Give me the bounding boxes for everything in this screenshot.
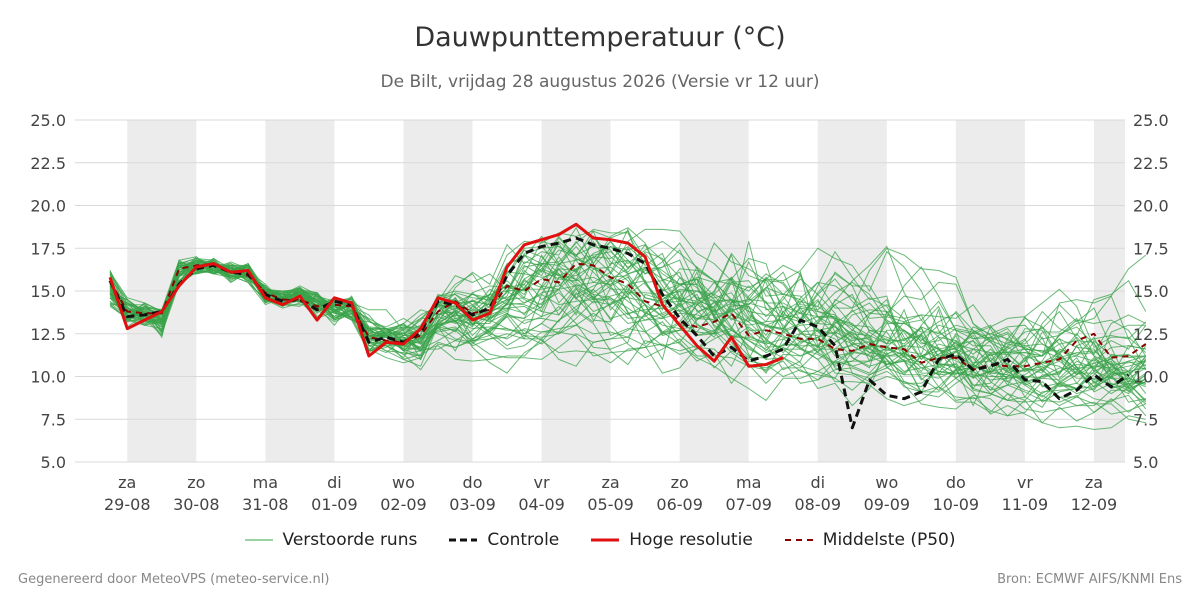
y-tick-label-right: 10.0 [1133, 368, 1169, 387]
legend-swatch-control [449, 538, 478, 542]
x-tick-day: di [810, 473, 825, 492]
legend-label-median: Middelste (P50) [822, 530, 956, 550]
x-tick-day: wo [392, 473, 415, 492]
ensemble-member-line [109, 263, 1147, 367]
x-tick-date: 29-08 [104, 495, 151, 514]
chart-subtitle: De Bilt, vrijdag 28 augustus 2026 (Versi… [380, 72, 820, 92]
x-tick-date: 03-09 [449, 495, 496, 514]
legend-item-highres: Hoge resolutie [591, 530, 753, 550]
ensemble-member-line [109, 264, 1146, 431]
y-tick-label-right: 12.5 [1133, 325, 1169, 344]
legend-swatch-highres [591, 538, 620, 542]
x-tick-day: do [946, 473, 966, 492]
x-tick-day: di [327, 473, 342, 492]
x-tick-date: 10-09 [933, 495, 980, 514]
x-tick-day: ma [253, 473, 278, 492]
x-tick-date: 12-09 [1071, 495, 1118, 514]
legend-swatch-median [784, 539, 813, 541]
ensemble-member-line [109, 264, 1146, 369]
y-tick-label-left: 20.0 [30, 197, 66, 216]
x-tick-date: 01-09 [311, 495, 358, 514]
y-tick-label-left: 15.0 [30, 282, 66, 301]
x-tick-date: 04-09 [518, 495, 565, 514]
x-tick-date: 30-08 [173, 495, 220, 514]
y-tick-label-left: 5.0 [41, 453, 66, 472]
x-tick-date: 11-09 [1002, 495, 1049, 514]
x-tick-day: vr [534, 473, 550, 492]
x-tick-day: za [1085, 473, 1103, 492]
x-tick-day: za [602, 473, 620, 492]
main-lines [108, 222, 1147, 430]
y-axis-right: 5.0 7.5 10.0 12.5 15.0 17.5 20.0 22.5 25.0 [1133, 111, 1169, 472]
y-tick-label-right: 22.5 [1133, 154, 1169, 173]
y-tick-label-left: 17.5 [30, 239, 66, 258]
ensemble-member-line [109, 259, 1146, 415]
x-tick-date: 08-09 [795, 495, 842, 514]
x-tick-day: zo [671, 473, 689, 492]
y-axis-left: 5.0 7.5 10.0 12.5 15.0 17.5 20.0 22.5 25.0 [30, 111, 66, 472]
legend-item-median: Middelste (P50) [784, 530, 956, 550]
x-tick-day: do [463, 473, 483, 492]
x-tick-day: ma [736, 473, 761, 492]
y-tick-label-left: 12.5 [30, 325, 66, 344]
x-tick-day: za [118, 473, 136, 492]
x-tick-day: zo [187, 473, 205, 492]
y-tick-label-right: 17.5 [1133, 239, 1169, 258]
legend-label-control: Controle [487, 530, 560, 550]
legend-item-control: Controle [449, 530, 559, 550]
y-tick-label-left: 25.0 [30, 111, 66, 130]
y-tick-label-left: 10.0 [30, 368, 66, 387]
chart-title: Dauwpunttemperatuur (°C) [414, 22, 786, 53]
legend-swatch-perturbed [244, 539, 273, 541]
x-tick-date: 06-09 [656, 495, 703, 514]
y-tick-label-left: 22.5 [30, 154, 66, 173]
legend-label-highres: Hoge resolutie [629, 530, 753, 550]
y-tick-label-right: 15.0 [1133, 282, 1169, 301]
y-tick-label-right: 7.5 [1133, 410, 1158, 429]
footer-credit: Gegenereerd door MeteoVPS (meteo-service… [18, 572, 330, 587]
y-tick-label-right: 20.0 [1133, 197, 1169, 216]
x-tick-day: wo [875, 473, 898, 492]
ensemble-member-line [109, 259, 1146, 364]
ensemble-member-line [109, 261, 1147, 393]
x-axis: za 29-08 zo 30-08 ma 31-08 di 01-09 wo 02-09 do 03-… [104, 473, 1117, 514]
control-line [108, 236, 1130, 430]
x-tick-date: 07-09 [725, 495, 772, 514]
legend-item-perturbed: Verstoorde runs [244, 530, 418, 550]
legend: Verstoorde runs Controle Hoge resolutie … [0, 530, 1200, 550]
x-tick-date: 09-09 [864, 495, 911, 514]
y-tick-label-right: 5.0 [1133, 453, 1158, 472]
y-tick-label-left: 7.5 [41, 410, 66, 429]
footer-source: Bron: ECMWF AIFS/KNMI Ens [997, 572, 1182, 587]
highres-line [108, 222, 784, 368]
x-tick-date: 31-08 [242, 495, 289, 514]
legend-label-perturbed: Verstoorde runs [282, 530, 418, 550]
y-tick-label-right: 25.0 [1133, 111, 1169, 130]
x-tick-date: 02-09 [380, 495, 427, 514]
ensemble-member-line [110, 253, 1147, 398]
x-tick-date: 05-09 [587, 495, 634, 514]
ensemble-member-line [109, 259, 1147, 408]
x-tick-day: vr [1017, 473, 1033, 492]
